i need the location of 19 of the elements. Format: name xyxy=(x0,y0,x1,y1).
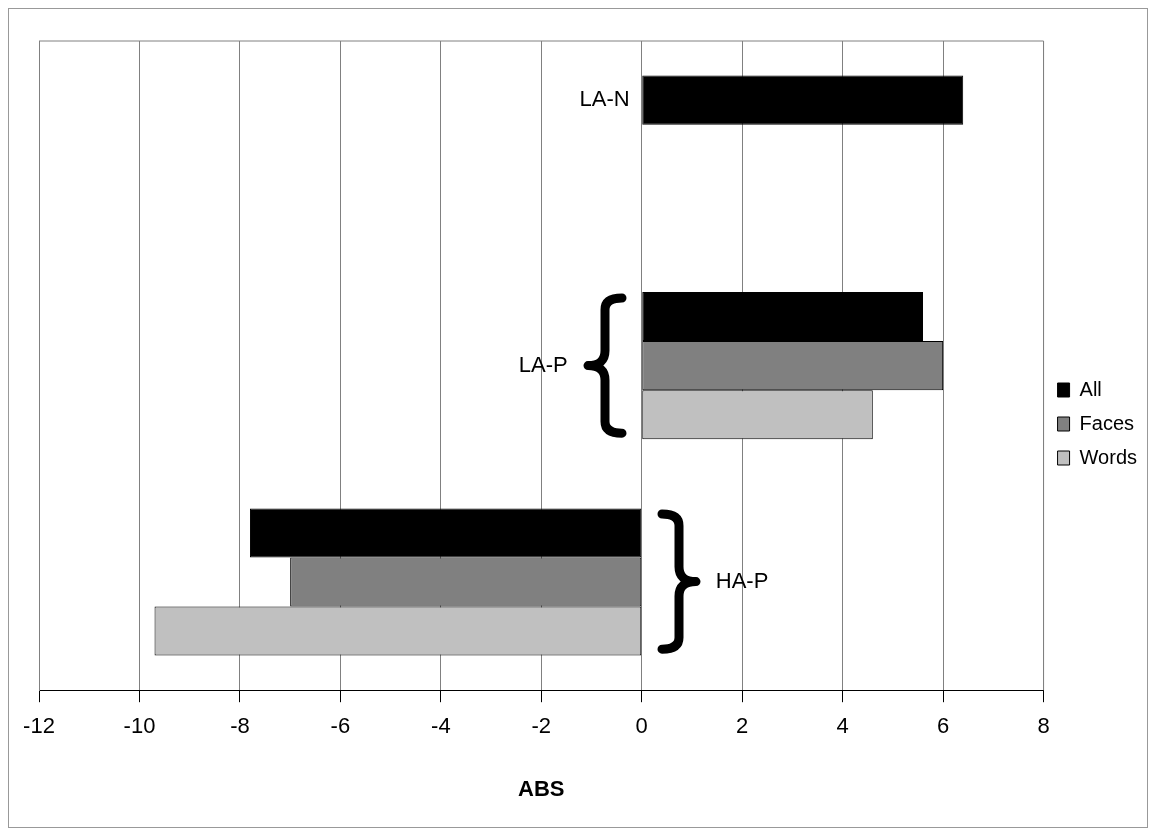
x-tick-label: 6 xyxy=(937,713,950,739)
x-axis-title: ABS xyxy=(518,775,565,801)
x-tick-label: -10 xyxy=(123,713,156,739)
legend-label: Faces xyxy=(1079,411,1135,434)
x-tick-label: 8 xyxy=(1037,713,1050,739)
x-tick-label: 4 xyxy=(836,713,849,739)
y-tick-label: LA-N xyxy=(579,86,630,112)
x-tick-label: -4 xyxy=(431,713,451,739)
y-tick-label: HA-P xyxy=(715,568,769,594)
legend-label: All xyxy=(1079,377,1102,400)
x-tick-label: -12 xyxy=(23,713,55,739)
x-tick-label: -2 xyxy=(531,713,552,739)
y-tick-label: LA-P xyxy=(518,351,568,377)
x-tick-label: -8 xyxy=(230,713,250,739)
x-tick-label: 2 xyxy=(736,713,749,739)
bar xyxy=(642,75,964,125)
legend-label: Words xyxy=(1079,445,1137,468)
x-tick-label: -6 xyxy=(330,713,351,739)
x-tick-label: 0 xyxy=(635,713,648,739)
